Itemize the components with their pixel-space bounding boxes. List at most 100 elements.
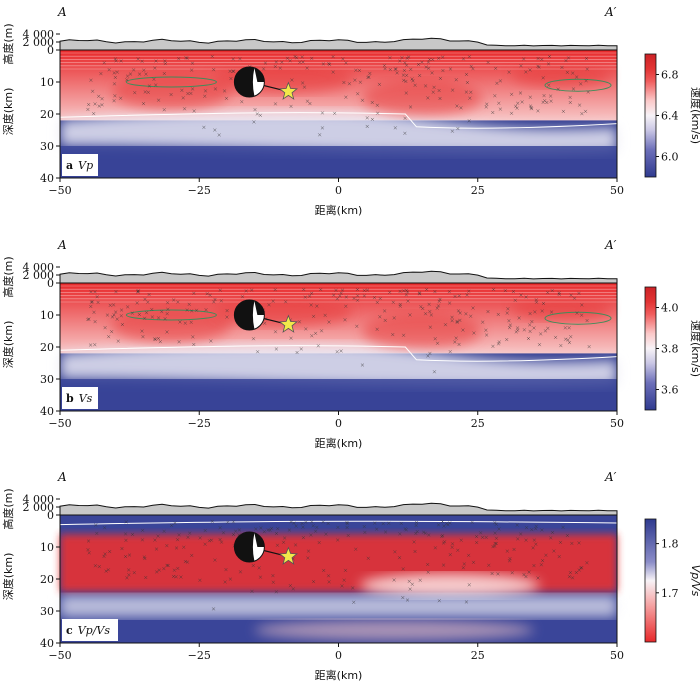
earthquake-marker	[491, 287, 496, 292]
earthquake-marker	[365, 288, 370, 292]
earthquake-marker	[132, 570, 136, 575]
earthquake-marker	[424, 287, 429, 292]
panel-label: b Vs	[66, 392, 93, 405]
earthquake-marker	[213, 87, 218, 91]
earthquake-marker	[428, 351, 432, 356]
earthquake-marker	[298, 60, 302, 65]
earthquake-marker	[233, 529, 238, 533]
earthquake-marker	[158, 339, 163, 344]
earthquake-marker	[515, 106, 519, 110]
earthquake-marker	[310, 520, 314, 524]
earthquake-marker	[366, 556, 371, 560]
earthquake-marker	[266, 528, 270, 532]
earthquake-marker	[162, 108, 166, 112]
earthquake-marker	[127, 553, 132, 557]
earthquake-marker	[513, 298, 517, 303]
earthquake-marker	[530, 319, 534, 324]
earthquake-marker	[344, 304, 348, 308]
earthquake-marker	[362, 288, 367, 293]
earthquake-marker	[497, 527, 501, 531]
earthquake-marker	[404, 528, 408, 532]
earthquake-marker	[177, 533, 181, 537]
earthquake-marker	[267, 303, 271, 307]
earthquake-marker	[410, 582, 415, 586]
earthquake-marker	[113, 94, 117, 98]
depth-axis-label: 深度(km)	[1, 88, 15, 136]
panel-variable: Vp/Vs	[78, 624, 111, 637]
earthquake-marker	[458, 318, 462, 323]
earthquake-marker	[313, 529, 318, 533]
earthquake-marker	[484, 333, 489, 337]
earthquake-marker	[191, 335, 195, 339]
earthquake-marker	[417, 292, 422, 296]
earthquake-marker	[418, 578, 422, 582]
earthquake-marker	[300, 521, 304, 526]
x-tick-label: 50	[610, 649, 624, 662]
earthquake-marker	[458, 311, 462, 315]
earthquake-marker	[306, 549, 311, 553]
earthquake-marker	[519, 64, 523, 68]
earthquake-marker	[187, 302, 191, 307]
earthquake-marker	[414, 531, 418, 536]
earthquake-marker	[345, 521, 349, 526]
earthquake-marker	[420, 60, 424, 64]
earthquake-marker	[188, 531, 192, 535]
earthquake-marker	[127, 573, 131, 577]
panel-letter: a	[66, 159, 73, 172]
earthquake-marker	[409, 67, 413, 72]
earthquake-marker	[455, 319, 459, 324]
earthquake-marker	[497, 101, 501, 105]
earthquake-marker	[403, 61, 407, 65]
earthquake-marker	[300, 81, 305, 85]
earthquake-marker	[275, 543, 280, 547]
earthquake-marker	[569, 293, 573, 297]
earthquake-marker	[144, 575, 148, 580]
earthquake-marker	[437, 56, 441, 61]
earthquake-marker	[457, 294, 461, 298]
earthquake-marker	[357, 68, 362, 73]
earthquake-marker	[310, 56, 314, 61]
earthquake-marker	[441, 55, 445, 59]
depth-tick-label: 40	[40, 172, 54, 185]
earthquake-marker	[263, 321, 267, 325]
lower-crust	[60, 146, 617, 178]
earthquake-marker	[543, 329, 548, 333]
earthquake-marker	[484, 535, 488, 540]
earthquake-marker	[527, 570, 531, 574]
earthquake-marker	[146, 90, 150, 95]
earthquake-marker	[565, 70, 570, 75]
earthquake-marker	[557, 291, 561, 295]
earthquake-marker	[536, 56, 540, 61]
earthquake-marker	[529, 107, 534, 111]
earthquake-marker	[217, 133, 221, 137]
earthquake-marker	[172, 568, 177, 572]
earthquake-marker	[342, 578, 346, 582]
earthquake-marker	[510, 571, 514, 575]
earthquake-marker	[150, 315, 155, 319]
earthquake-marker	[383, 318, 387, 323]
earthquake-marker	[311, 524, 315, 528]
earthquake-marker	[237, 528, 242, 532]
earthquake-marker	[536, 64, 540, 69]
earthquake-marker	[318, 287, 323, 292]
earthquake-marker	[362, 294, 367, 298]
earthquake-marker	[437, 299, 441, 303]
earthquake-marker	[169, 523, 174, 528]
earthquake-marker	[567, 574, 572, 579]
earthquake-marker	[162, 566, 166, 571]
earthquake-marker	[455, 104, 459, 108]
earthquake-marker	[416, 62, 421, 67]
earthquake-marker	[426, 66, 431, 70]
earthquake-marker	[97, 104, 101, 108]
highlight-ellipse	[125, 76, 217, 88]
earthquake-marker	[579, 566, 583, 570]
earthquake-marker	[391, 300, 395, 304]
earthquake-marker	[259, 526, 263, 530]
earthquake-marker	[382, 63, 387, 68]
earthquake-marker	[411, 79, 415, 83]
earthquake-marker	[536, 576, 540, 580]
earthquake-marker	[552, 549, 556, 553]
colorbar-tick-label: 6.0	[661, 151, 679, 164]
earthquake-marker	[339, 349, 343, 353]
